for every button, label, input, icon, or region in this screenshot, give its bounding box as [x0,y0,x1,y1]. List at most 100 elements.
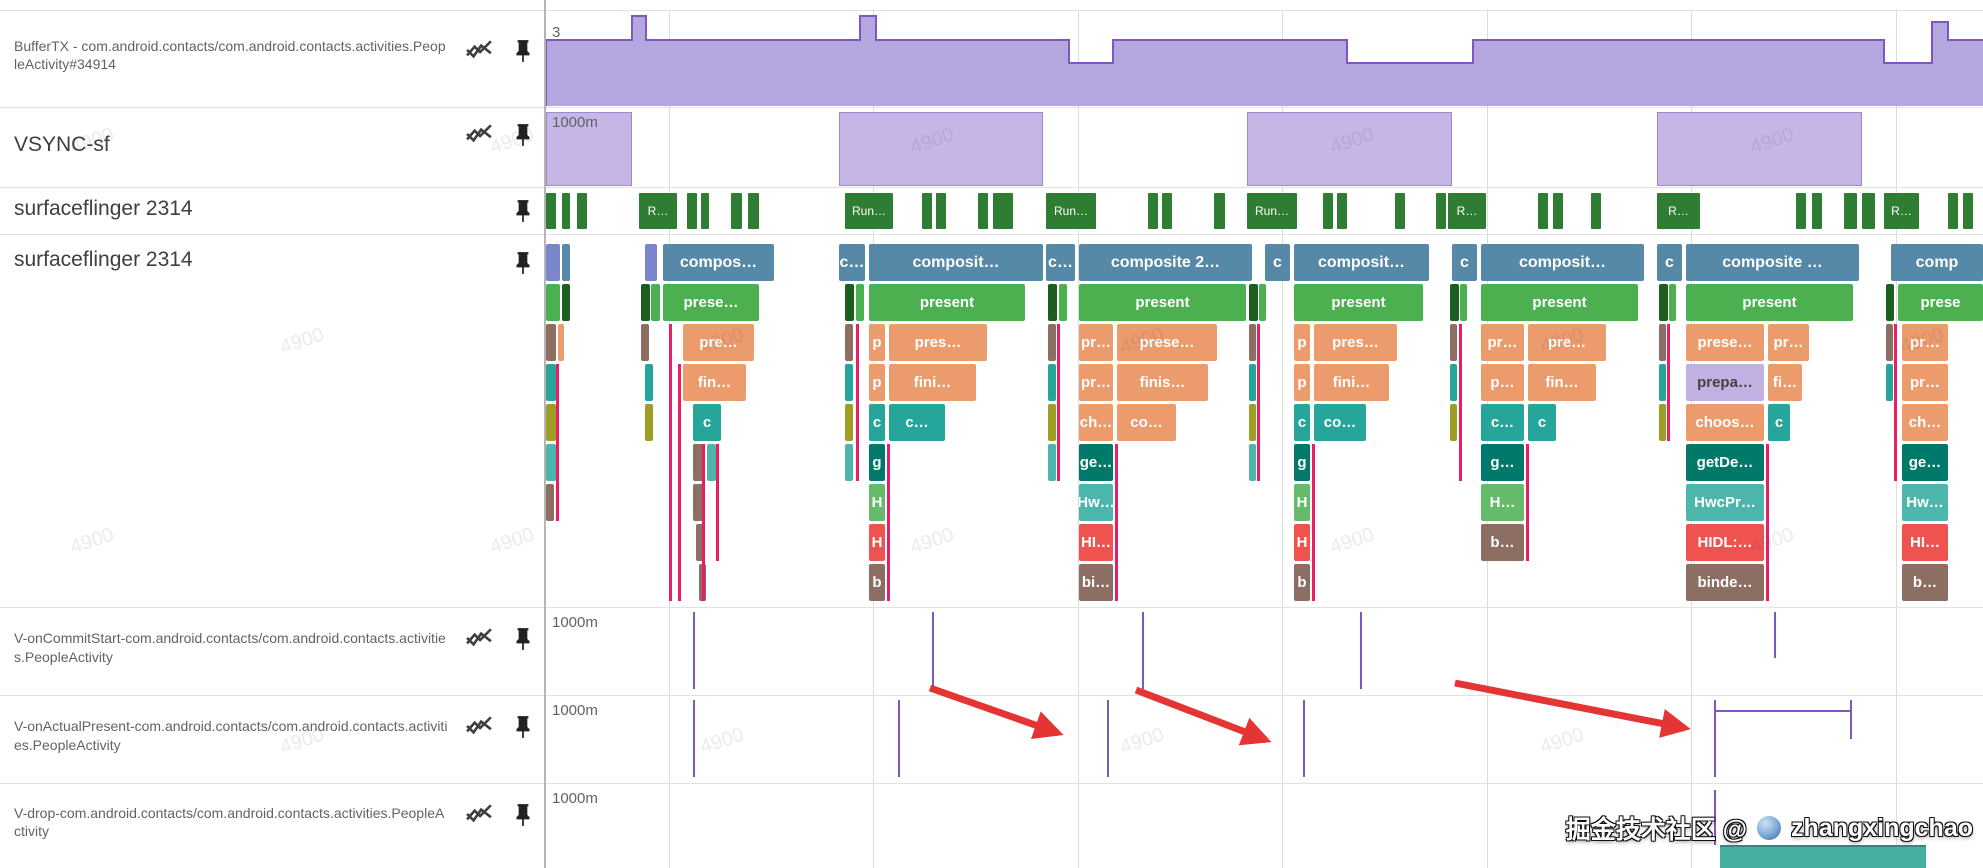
trace-slice[interactable]: present [869,284,1025,321]
trace-slice[interactable]: finis… [1117,364,1208,401]
trace-slice[interactable]: g… [1481,444,1524,481]
trace-slice[interactable] [1450,324,1457,361]
trace-slice[interactable]: H… [1481,484,1524,521]
trace-slice[interactable] [1886,324,1893,361]
trace-slice[interactable]: c… [889,404,945,441]
pink-marker[interactable] [716,444,719,561]
track-row-surfaceflinger-thread[interactable]: surfaceflinger 2314 [0,187,544,234]
trace-slice[interactable] [1249,404,1256,441]
trace-slice[interactable]: co… [1314,404,1366,441]
graph-icon[interactable] [464,122,494,148]
cpu-slice[interactable] [1337,193,1347,229]
trace-slice[interactable] [546,484,554,521]
trace-slice[interactable]: prese… [1117,324,1217,361]
trace-slice[interactable]: fini… [1314,364,1389,401]
cpu-slice[interactable] [936,193,946,229]
pink-marker[interactable] [856,324,859,481]
trace-slice[interactable] [546,324,556,361]
counter-spike[interactable] [693,700,695,777]
counter-spike[interactable] [1303,700,1305,777]
cpu-slice[interactable] [1948,193,1958,229]
graph-icon[interactable] [464,714,494,740]
track-row-v-onactualpresent[interactable]: V-onActualPresent-com.android.contacts/c… [0,695,544,783]
trace-slice[interactable]: g [869,444,885,481]
trace-slice[interactable]: pres… [889,324,987,361]
trace-slice[interactable]: comp [1891,244,1983,281]
trace-slice[interactable]: ch… [1902,404,1948,441]
cpu-slice[interactable] [1214,193,1225,229]
trace-slice[interactable] [645,404,653,441]
trace-slice[interactable] [845,284,854,321]
trace-slice[interactable] [693,484,704,521]
pin-icon[interactable] [510,714,536,740]
trace-slice[interactable] [1659,404,1666,441]
trace-slice[interactable]: co… [1117,404,1176,441]
cpu-slice[interactable] [1591,193,1601,229]
trace-slice[interactable] [1886,364,1893,401]
trace-slice[interactable]: c… [839,244,865,281]
cpu-slice[interactable]: R… [1884,193,1919,229]
cpu-slice[interactable] [1862,193,1875,229]
trace-slice[interactable] [546,284,560,321]
trace-slice[interactable]: ch… [1079,404,1113,441]
trace-slice[interactable]: HI… [1079,524,1113,561]
trace-slice[interactable]: prese… [663,284,759,321]
cpu-slice[interactable] [748,193,759,229]
cpu-slice[interactable] [687,193,697,229]
track-row-vsync-sf[interactable]: VSYNC-sf [0,107,544,187]
trace-slice[interactable] [1659,284,1668,321]
trace-slice[interactable] [546,444,556,481]
track-row-buffertx[interactable]: BufferTX - com.android.contacts/com.andr… [0,10,544,107]
cpu-slice[interactable]: Run… [1247,193,1297,229]
trace-slice[interactable]: pr… [1902,364,1948,401]
cpu-slice[interactable] [731,193,742,229]
trace-slice[interactable]: Hw… [1079,484,1113,521]
trace-slice[interactable] [1048,284,1057,321]
trace-slice[interactable] [562,244,570,281]
trace-slice[interactable] [1659,364,1666,401]
graph-icon[interactable] [464,626,494,652]
pin-icon[interactable] [510,122,536,148]
trace-slice[interactable]: p [869,364,885,401]
pin-icon[interactable] [510,802,536,828]
trace-slice[interactable] [1249,444,1256,481]
cpu-slice[interactable] [1436,193,1446,229]
trace-slice[interactable]: composit… [869,244,1043,281]
trace-slice[interactable]: b… [1481,524,1524,561]
trace-slice[interactable]: p [1294,324,1310,361]
pink-marker[interactable] [1459,324,1462,481]
trace-slice[interactable] [1048,324,1056,361]
trace-slice[interactable]: H [1294,524,1310,561]
trace-slice[interactable] [546,244,560,281]
pin-icon[interactable] [510,198,536,224]
trace-slice[interactable]: present [1481,284,1638,321]
pink-marker[interactable] [1526,444,1529,561]
pink-marker[interactable] [1115,444,1118,601]
trace-slice[interactable] [562,284,570,321]
cpu-slice[interactable]: R… [1448,193,1486,229]
counter-spike[interactable] [1107,700,1109,777]
trace-slice[interactable]: p… [1481,364,1524,401]
trace-slice[interactable]: p [869,324,885,361]
trace-slice[interactable] [641,324,649,361]
trace-slice[interactable] [696,524,705,561]
trace-slice[interactable]: b [1294,564,1310,601]
cpu-slice[interactable] [978,193,988,229]
track-row-surfaceflinger-slices[interactable]: surfaceflinger 2314 [0,234,544,607]
trace-slice[interactable]: HI… [1902,524,1948,561]
trace-slice[interactable]: pr… [1902,324,1948,361]
cpu-slice[interactable] [1395,193,1405,229]
vsync-block[interactable] [1247,112,1452,186]
trace-slice[interactable] [845,364,853,401]
trace-slice[interactable] [856,284,864,321]
trace-slice[interactable] [1669,284,1676,321]
trace-slice[interactable]: bi… [1079,564,1113,601]
trace-slice[interactable]: c [693,404,721,441]
trace-slice[interactable] [1048,444,1056,481]
trace-slice[interactable]: H [869,484,885,521]
pink-marker[interactable] [1057,324,1060,481]
trace-slice[interactable]: pres… [1314,324,1397,361]
trace-slice[interactable]: H [1294,484,1310,521]
trace-slice[interactable]: pre… [683,324,754,361]
pink-marker[interactable] [702,444,705,601]
